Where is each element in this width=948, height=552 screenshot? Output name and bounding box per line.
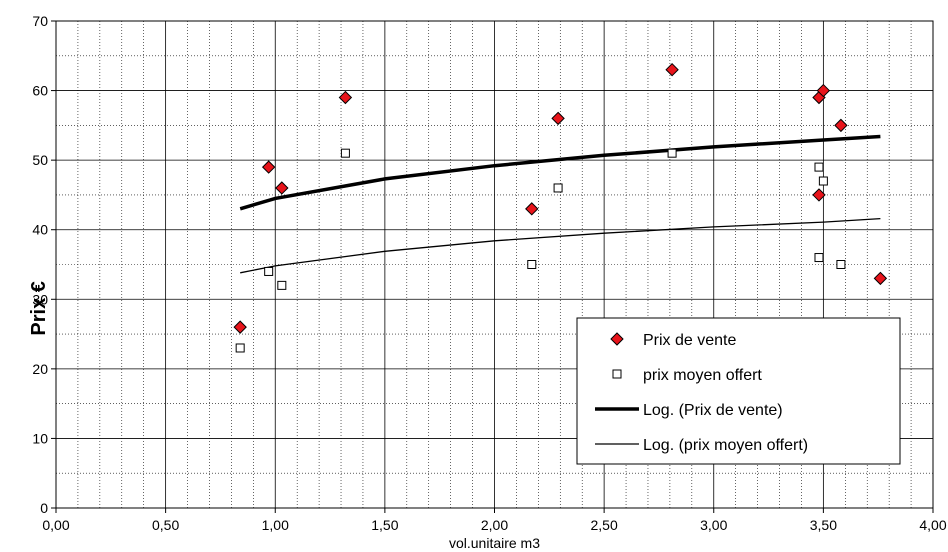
data-point-square	[836, 260, 846, 269]
data-point-square	[277, 280, 287, 290]
data-point-diamond	[525, 202, 539, 216]
data-point-square	[340, 148, 350, 158]
y-tick-label: 40	[32, 222, 48, 238]
y-tick-label: 0	[40, 500, 48, 516]
data-point-square	[527, 260, 537, 269]
data-point-square	[814, 253, 824, 263]
x-tick-label: 1,50	[371, 517, 398, 533]
data-point-diamond	[812, 188, 826, 202]
trendline	[239, 134, 881, 211]
y-tick-label: 30	[32, 291, 48, 307]
data-point-diamond	[275, 181, 289, 195]
y-tick-label: 20	[32, 361, 48, 377]
legend-marker	[610, 332, 624, 346]
data-point-diamond	[551, 111, 565, 126]
data-point-square	[235, 343, 245, 353]
y-tick-label: 50	[32, 152, 48, 168]
data-point-diamond	[338, 90, 353, 105]
y-tick-label: 70	[32, 13, 48, 29]
x-tick-label: 3,50	[810, 517, 837, 533]
legend: Prix de vente prix moyen offert Log. (Prix…	[576, 317, 901, 465]
legend-label: prix moyen offert	[643, 367, 762, 384]
data-point-square	[814, 162, 824, 172]
data-point-diamond	[665, 62, 679, 77]
axis-ticks: 0,00 0,50 1,00 1,50 2,00 2,50 3,00 3,50 4,00 0 10 2…	[32, 13, 946, 533]
x-tick-label: 3,00	[700, 517, 727, 533]
data-point-diamond	[873, 271, 888, 286]
data-point-square	[553, 183, 563, 193]
y-tick-label: 60	[32, 83, 48, 99]
data-point-diamond	[816, 83, 831, 98]
legend-label: Prix de vente	[643, 332, 736, 349]
legend-marker	[612, 369, 622, 379]
x-tick-label: 2,00	[481, 517, 508, 533]
x-tick-label: 4,00	[919, 517, 946, 533]
trendline	[240, 217, 881, 274]
legend-label: Log. (prix moyen offert)	[643, 437, 808, 454]
x-tick-label: 0,00	[42, 517, 69, 533]
legend-box	[576, 317, 901, 465]
series-layer	[233, 62, 888, 353]
data-point-diamond	[834, 118, 848, 133]
x-tick-label: 1,00	[262, 517, 289, 533]
data-point-diamond	[261, 160, 276, 174]
data-point-square	[264, 266, 274, 276]
legend-label: Log. (Prix de vente)	[643, 402, 783, 419]
y-tick-label: 10	[32, 430, 48, 446]
x-tick-label: 2,50	[591, 517, 618, 533]
y-axis-label: Prix €	[28, 281, 50, 335]
x-axis-label: vol.unitaire m3	[449, 535, 540, 551]
data-point-diamond	[233, 320, 247, 334]
data-point-square	[667, 148, 677, 158]
data-point-square	[818, 176, 828, 186]
x-tick-label: 0,50	[152, 517, 179, 533]
